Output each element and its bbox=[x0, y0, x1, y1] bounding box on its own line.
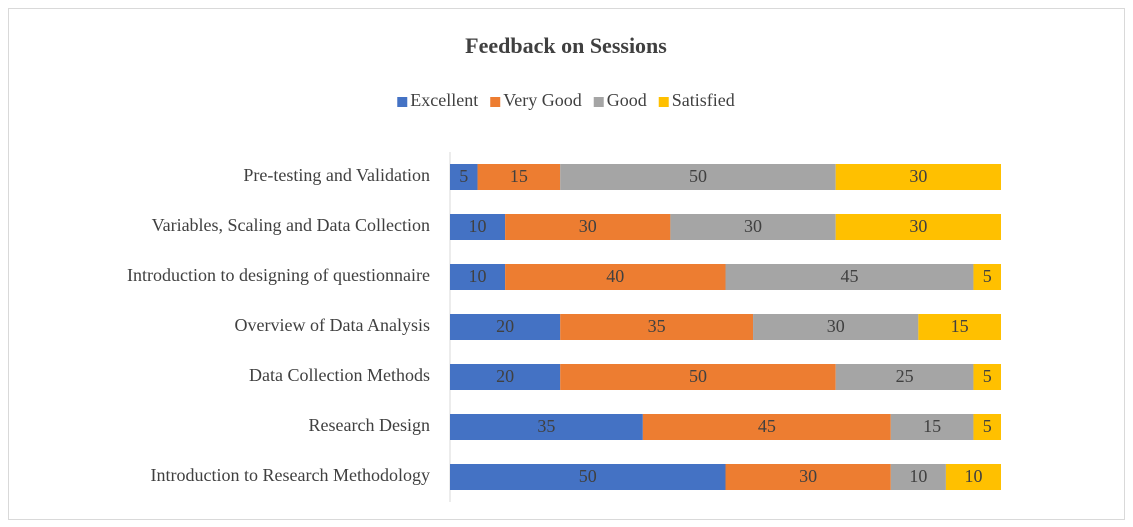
legend-label: Satisfied bbox=[672, 90, 735, 110]
data-label: 50 bbox=[579, 466, 597, 486]
data-label: 45 bbox=[758, 416, 776, 436]
bar-segment bbox=[505, 264, 726, 290]
y-tick-label: Variables, Scaling and Data Collection bbox=[152, 215, 430, 235]
bar-segment bbox=[560, 164, 836, 190]
bar-segment bbox=[973, 414, 1001, 440]
data-label: 30 bbox=[909, 166, 927, 186]
data-label: 25 bbox=[896, 366, 914, 386]
data-label: 10 bbox=[469, 266, 487, 286]
bar-segment bbox=[450, 314, 561, 340]
data-label: 30 bbox=[909, 216, 927, 236]
y-tick-label: Introduction to Research Methodology bbox=[151, 465, 430, 485]
bar-segment bbox=[725, 264, 974, 290]
data-label: 5 bbox=[983, 366, 992, 386]
data-label: 10 bbox=[469, 216, 487, 236]
y-tick-label: Pre-testing and Validation bbox=[243, 165, 430, 185]
data-label: 5 bbox=[983, 266, 992, 286]
chart-title: Feedback on Sessions bbox=[465, 33, 667, 58]
data-label: 10 bbox=[964, 466, 982, 486]
data-label: 45 bbox=[840, 266, 858, 286]
data-label: 35 bbox=[648, 316, 666, 336]
bar-segment bbox=[560, 314, 754, 340]
data-label: 20 bbox=[496, 316, 514, 336]
data-label: 15 bbox=[923, 416, 941, 436]
data-label: 40 bbox=[606, 266, 624, 286]
bar-segment bbox=[477, 164, 561, 190]
data-label: 15 bbox=[951, 316, 969, 336]
bar-segment bbox=[835, 214, 1001, 240]
bar-segment bbox=[973, 264, 1001, 290]
legend-swatch bbox=[397, 97, 408, 107]
data-label: 35 bbox=[537, 416, 555, 436]
data-label: 15 bbox=[510, 166, 528, 186]
bar-segment bbox=[450, 364, 561, 390]
bar-segment bbox=[560, 364, 836, 390]
data-label: 5 bbox=[983, 416, 992, 436]
bar-segment bbox=[945, 464, 1001, 490]
y-tick-label: Introduction to designing of questionnai… bbox=[127, 265, 430, 285]
bar-segment bbox=[450, 414, 643, 440]
legend-swatch bbox=[593, 97, 604, 107]
bar-segment bbox=[918, 314, 1001, 340]
data-label: 30 bbox=[799, 466, 817, 486]
data-label: 30 bbox=[579, 216, 597, 236]
bar-segment bbox=[450, 164, 478, 190]
data-label: 50 bbox=[689, 166, 707, 186]
data-label: 5 bbox=[459, 166, 468, 186]
y-tick-label: Research Design bbox=[309, 415, 430, 435]
bar-segment bbox=[835, 364, 974, 390]
bar-segment bbox=[505, 214, 671, 240]
bar-segment bbox=[890, 414, 974, 440]
bar-segment bbox=[725, 464, 891, 490]
data-label: 30 bbox=[744, 216, 762, 236]
bar-segment bbox=[450, 464, 726, 490]
y-tick-label: Overview of Data Analysis bbox=[235, 315, 430, 335]
bar-segment bbox=[890, 464, 946, 490]
legend-label: Excellent bbox=[410, 90, 478, 110]
data-label: 10 bbox=[909, 466, 927, 486]
y-tick-label: Data Collection Methods bbox=[249, 365, 430, 385]
legend-swatch bbox=[658, 97, 669, 107]
data-label: 30 bbox=[827, 316, 845, 336]
bar-segment bbox=[670, 214, 836, 240]
data-label: 50 bbox=[689, 366, 707, 386]
legend-label: Good bbox=[607, 90, 647, 110]
legend-swatch bbox=[490, 97, 501, 107]
bar-segment bbox=[753, 314, 919, 340]
bar-segment bbox=[642, 414, 891, 440]
data-label: 20 bbox=[496, 366, 514, 386]
bar-segment bbox=[450, 264, 506, 290]
legend-label: Very Good bbox=[503, 90, 582, 110]
bar-segment bbox=[835, 164, 1001, 190]
bar-segment bbox=[973, 364, 1001, 390]
bar-segment bbox=[450, 214, 506, 240]
